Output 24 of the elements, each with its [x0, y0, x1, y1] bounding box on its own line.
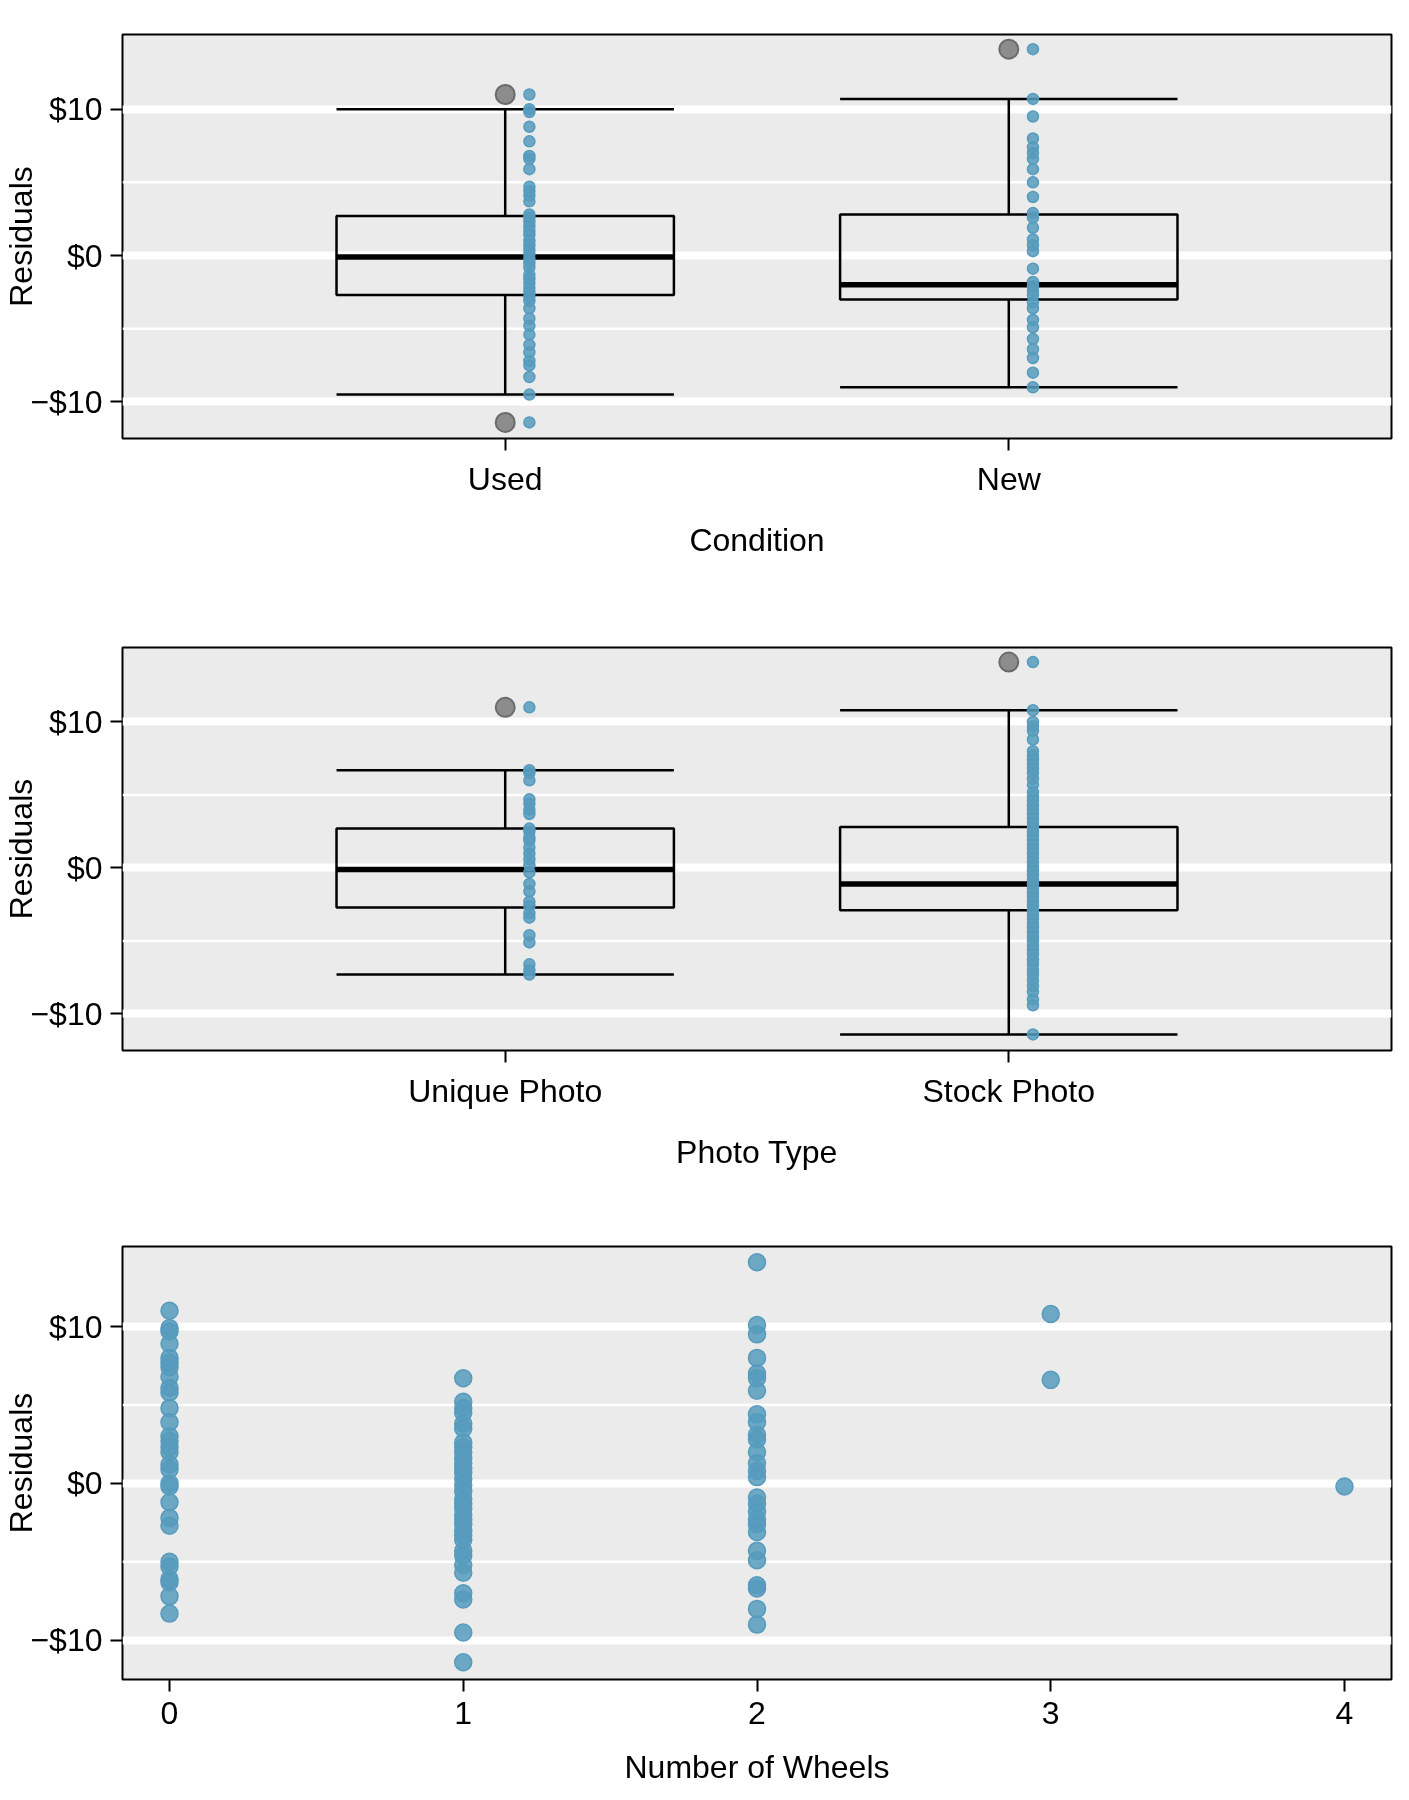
x-axis-title: Photo Type	[676, 1133, 838, 1170]
x-tick-label: 2	[748, 1694, 766, 1731]
x-axis-title: Number of Wheels	[624, 1748, 890, 1785]
x-tick-label: Unique Photo	[408, 1072, 603, 1109]
y-tick-label: $0	[66, 237, 103, 274]
y-tick-label: $0	[66, 849, 103, 886]
x-tick-label: 3	[1041, 1694, 1060, 1731]
x-tick-label: 1	[454, 1694, 473, 1731]
y-tick-label: $10	[49, 1308, 103, 1345]
x-tick-label: Used	[467, 460, 543, 497]
y-axis-title: Residuals	[3, 1392, 40, 1534]
y-tick-label: −$10	[30, 1622, 103, 1659]
y-tick-label: −$10	[30, 383, 103, 420]
x-tick-label: New	[976, 460, 1042, 497]
y-axis-title: Residuals	[3, 778, 40, 920]
x-tick-label: 0	[160, 1694, 179, 1731]
x-tick-label: Stock Photo	[922, 1072, 1096, 1109]
x-axis-title: Condition	[689, 521, 825, 558]
y-tick-label: −$10	[30, 996, 103, 1032]
y-axis-title: Residuals	[3, 166, 40, 307]
x-tick-label: 4	[1335, 1694, 1354, 1731]
y-tick-label: $10	[49, 703, 103, 740]
y-tick-label: $0	[66, 1465, 103, 1502]
y-tick-label: $10	[49, 91, 103, 128]
